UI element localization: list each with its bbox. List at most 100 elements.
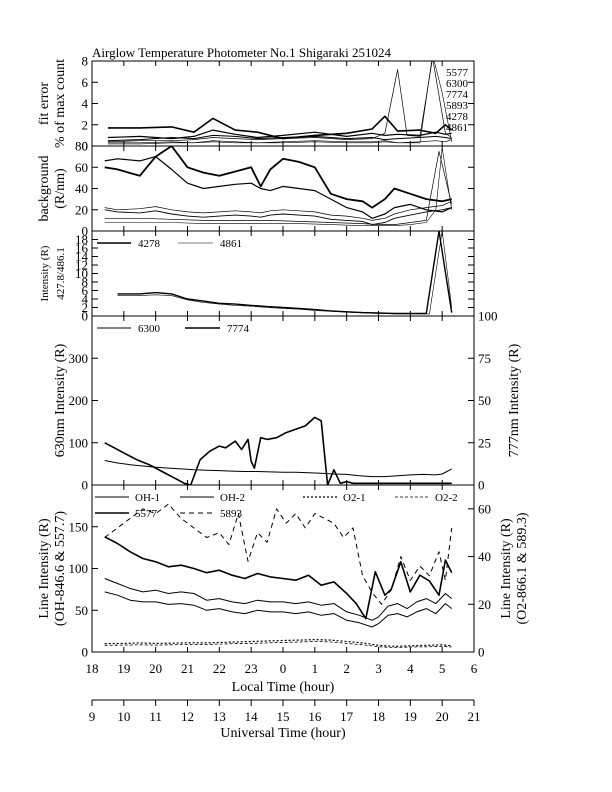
y-tick-label: 200	[69, 393, 89, 408]
y-axis-label: 427.8/486.1	[55, 247, 67, 300]
local-time-tick-label: 18	[86, 661, 99, 676]
y-axis-label-right: 777nm Intensity (R)	[507, 343, 522, 457]
y-axis-label-right: Line Intensity (R)	[499, 518, 514, 619]
y-tick-label: 60	[75, 160, 88, 175]
local-time-tick-label: 1	[312, 661, 319, 676]
y-tick-label-right: 20	[478, 597, 491, 612]
ut-tick-label: 17	[340, 709, 354, 724]
legend-label: OH-1	[135, 492, 160, 504]
series-group	[104, 503, 453, 648]
y-tick-label: 0	[82, 224, 89, 239]
series-o2-1-line	[104, 638, 452, 647]
local-time-tick-label: 6	[471, 661, 478, 676]
legend-label: 6300	[446, 78, 469, 90]
y-tick-label-right: 0	[478, 645, 485, 660]
series-group	[104, 416, 452, 485]
series-o2-2-line	[104, 641, 452, 648]
legend-label: 5577	[135, 508, 158, 520]
y-tick-label: 100	[69, 435, 89, 450]
ut-tick-label: 10	[117, 709, 130, 724]
series-6300-line	[104, 460, 452, 478]
y-tick-label: 300	[69, 351, 89, 366]
y-tick-label-right: 60	[478, 501, 491, 516]
y-axis-label: (OH-846.6 & 557.7)	[53, 511, 68, 626]
local-time-tick-label: 0	[280, 661, 287, 676]
series-oh-2-line	[104, 591, 453, 628]
panel-fit-error: 0 2 4 6 8 fit error% of max count 557763007774…	[37, 54, 475, 154]
series-4861-line	[104, 147, 452, 226]
y-tick-label-right: 50	[478, 393, 491, 408]
y-tick-label: 40	[75, 181, 88, 196]
y-axis-label: fit error	[37, 82, 52, 125]
ut-tick-label: 21	[468, 709, 481, 724]
y-tick-label: 2	[82, 117, 89, 132]
chart-title: Airglow Temperature Photometer No.1 Shig…	[92, 45, 392, 60]
ut-tick-label: 14	[245, 709, 259, 724]
ut-axis-label: Universal Time (hour)	[220, 726, 346, 741]
y-tick-label: 20	[75, 202, 88, 217]
legend-label: 5893	[220, 508, 243, 520]
series-5577-line	[104, 536, 453, 620]
series-group	[104, 146, 453, 226]
series-5893-line	[107, 61, 452, 143]
y-tick-label-right: 100	[478, 309, 498, 324]
y-tick-label: 8	[82, 54, 89, 69]
y-axis-label-right: (O2-866.1 & 589.3)	[515, 512, 530, 624]
series-7774-line	[104, 416, 452, 485]
legend-label: 5577	[446, 67, 469, 79]
series-7774-line	[104, 207, 452, 226]
y-tick-label: 6	[82, 283, 89, 298]
y-tick-label-right: 25	[478, 435, 491, 450]
panel-frame	[91, 315, 475, 486]
ut-tick-label: 15	[277, 709, 290, 724]
local-time-tick-label: 3	[375, 661, 382, 676]
legend-label: OH-2	[220, 492, 245, 504]
panel-background: 0 20 40 60 80 background (R/nm)	[37, 139, 475, 239]
y-tick-label: 0	[82, 645, 89, 660]
legend-label: 4278	[138, 238, 161, 250]
local-time-axis-label: Local Time (hour)	[232, 680, 335, 695]
legend-label: 5893	[446, 100, 469, 112]
local-time-tick-label: 20	[149, 661, 162, 676]
ut-tick-label: 20	[436, 709, 449, 724]
legend-label: 4861	[220, 238, 242, 250]
y-axis-label: Intensity (R)	[39, 245, 51, 301]
y-tick-label: 80	[75, 139, 88, 154]
legend-label: 4278	[446, 111, 469, 123]
ut-tick-label: 9	[89, 709, 96, 724]
series-group	[117, 231, 453, 315]
series-4861-line	[107, 61, 452, 145]
y-tick-label: 150	[69, 519, 89, 534]
local-time-tick-label: 4	[407, 661, 414, 676]
y-axis-label: (R/nm)	[53, 168, 68, 209]
y-tick-label-right: 40	[478, 549, 491, 564]
y-tick-label: 0	[82, 139, 89, 154]
series-4278-line	[117, 231, 453, 315]
ut-tick-label: 18	[372, 709, 385, 724]
legend-label: 7774	[446, 89, 469, 101]
legend-label: O2-2	[435, 492, 458, 504]
y-tick-label: 16	[75, 241, 89, 256]
series-group	[107, 61, 453, 145]
y-tick-label: 50	[75, 603, 88, 618]
series-oh-1-line	[104, 578, 453, 621]
y-axis-label: Line Intensity (R)	[37, 518, 52, 619]
series-5577-line	[104, 146, 452, 209]
ut-tick-label: 11	[149, 709, 162, 724]
ut-tick-label: 19	[404, 709, 417, 724]
series-7774-line	[107, 134, 452, 142]
local-time-tick-label: 2	[343, 661, 350, 676]
panel-frame	[91, 60, 475, 147]
y-tick-label: 12	[75, 258, 88, 273]
series-4861-line	[117, 231, 452, 315]
y-axis-label: % of max count	[53, 59, 68, 148]
y-axis-label: background	[37, 155, 52, 221]
y-tick-label-right: 75	[478, 351, 491, 366]
y-tick-label-right: 0	[478, 478, 485, 493]
local-time-tick-label: 22	[213, 661, 226, 676]
ut-tick-label: 16	[308, 709, 322, 724]
y-tick-label: 14	[75, 249, 89, 264]
